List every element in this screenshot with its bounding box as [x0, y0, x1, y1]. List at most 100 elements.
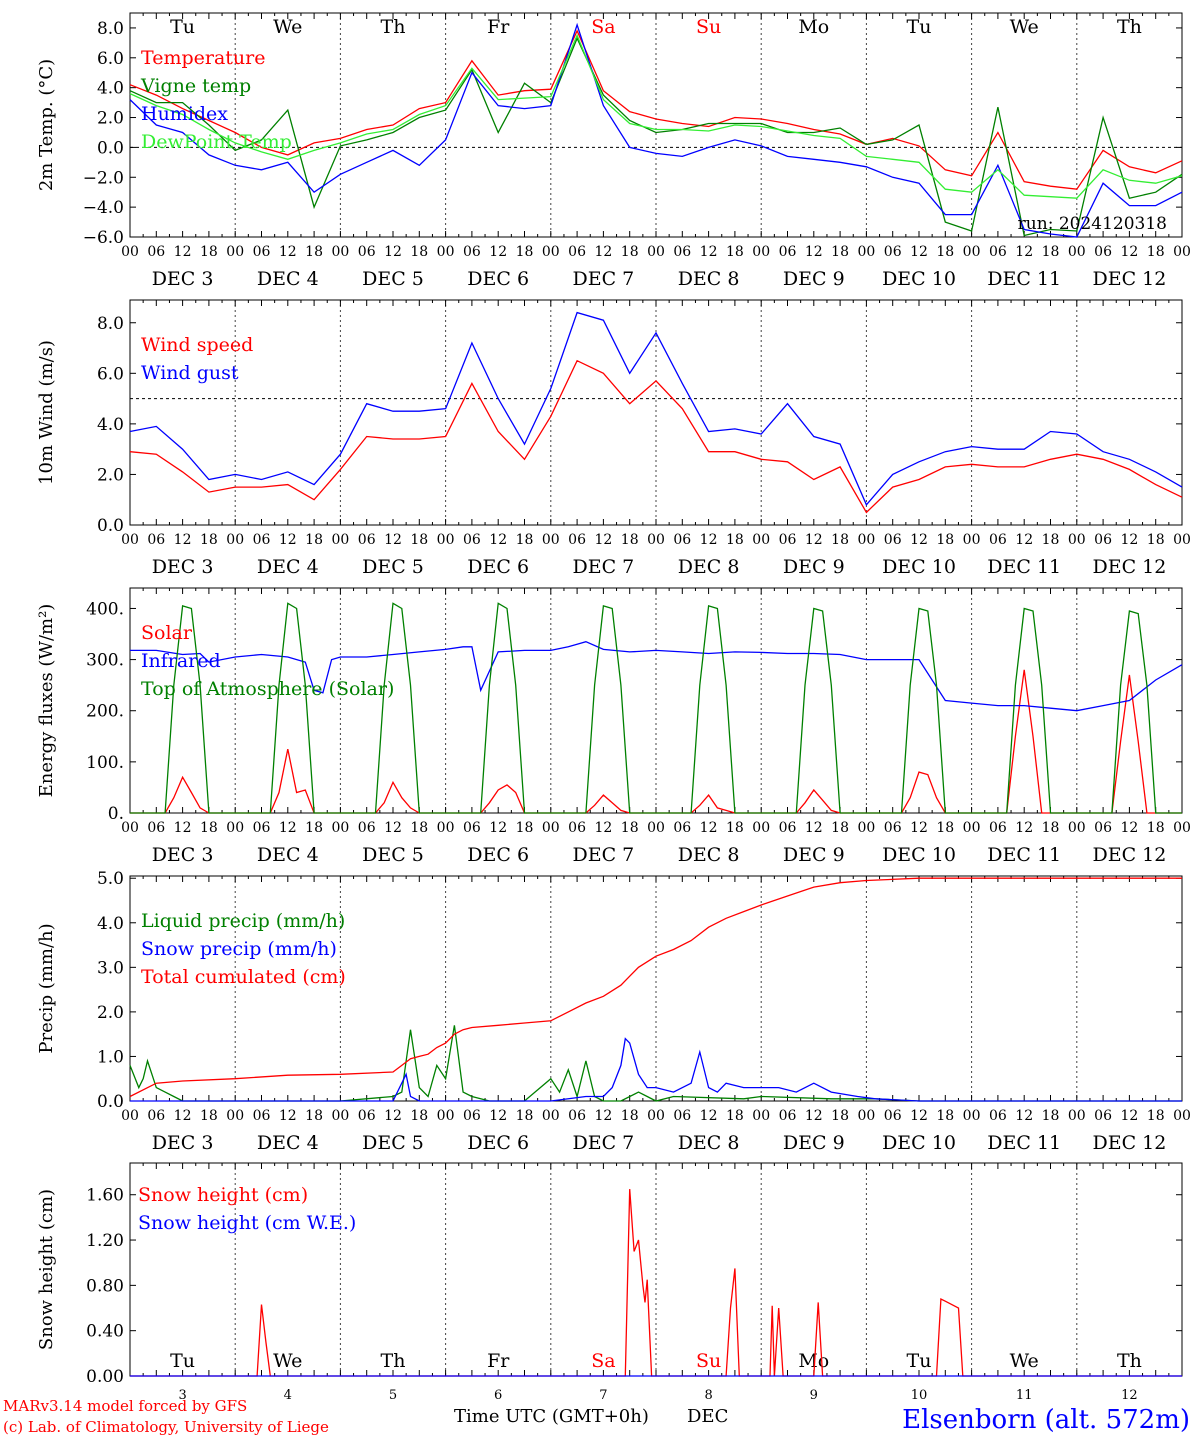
day-label: DEC 5	[362, 844, 424, 866]
hour-tick-label: 00	[1068, 1108, 1086, 1124]
day-label: DEC 5	[362, 1132, 424, 1154]
day-label: DEC 4	[257, 556, 319, 578]
hour-tick-label: 12	[910, 244, 928, 260]
day-label: DEC 12	[1092, 1132, 1166, 1154]
hour-tick-label: 00	[121, 244, 139, 260]
y-axis-title: Precip (mm/h)	[36, 923, 57, 1053]
hour-tick-label: 18	[1147, 244, 1165, 260]
hour-tick-label: 12	[1015, 820, 1033, 836]
hour-tick-label: 00	[226, 820, 244, 836]
hour-tick-label: 06	[779, 1108, 797, 1124]
day-label: DEC 7	[573, 844, 635, 866]
hour-tick-label: 06	[568, 1108, 586, 1124]
hour-tick-label: 06	[253, 532, 271, 548]
hour-tick-label: 00	[857, 820, 875, 836]
day-number: 10	[911, 1388, 928, 1403]
legend-entry: Temperature	[141, 47, 265, 69]
hour-tick-label: 18	[305, 1108, 323, 1124]
day-number: 7	[599, 1388, 607, 1403]
y-tick-label: 0.	[108, 804, 124, 824]
hour-tick-label: 06	[358, 1108, 376, 1124]
y-tick-label: 0.40	[86, 1322, 124, 1342]
hour-tick-label: 06	[989, 820, 1007, 836]
hour-tick-label: 12	[1015, 532, 1033, 548]
hour-tick-label: 00	[542, 244, 560, 260]
legend-entry: Snow height (cm W.E.)	[138, 1212, 356, 1234]
hour-tick-label: 18	[410, 244, 428, 260]
day-number: 4	[284, 1388, 292, 1403]
hour-tick-label: 12	[594, 1108, 612, 1124]
hour-tick-label: 18	[200, 1108, 218, 1124]
hour-tick-label: 00	[542, 1108, 560, 1124]
hour-tick-label: 18	[726, 1108, 744, 1124]
day-label: DEC 8	[678, 1132, 740, 1154]
hour-tick-label: 06	[568, 244, 586, 260]
weekday-name: We	[1010, 1350, 1039, 1372]
hour-tick-label: 06	[147, 532, 165, 548]
hour-tick-label: 18	[305, 532, 323, 548]
hour-tick-label: 00	[647, 244, 665, 260]
day-label: DEC 6	[467, 268, 529, 290]
y-tick-label: 4.0	[97, 79, 124, 99]
hour-tick-label: 06	[989, 532, 1007, 548]
y-tick-label: 0.00	[86, 1367, 124, 1387]
hour-tick-label: 00	[752, 820, 770, 836]
y-tick-label: −2.0	[83, 168, 124, 188]
hour-tick-label: 18	[1042, 532, 1060, 548]
hour-tick-label: 12	[489, 532, 507, 548]
y-tick-label: 100.	[86, 753, 124, 773]
day-number: 9	[810, 1388, 818, 1403]
hour-tick-label: 06	[1094, 820, 1112, 836]
day-label: DEC 12	[1092, 844, 1166, 866]
day-label: DEC 7	[573, 556, 635, 578]
hour-tick-label: 06	[358, 820, 376, 836]
legend-entry: Snow height (cm)	[138, 1184, 308, 1206]
hour-tick-label: 12	[805, 244, 823, 260]
hour-tick-label: 00	[226, 244, 244, 260]
hour-tick-label: 12	[700, 820, 718, 836]
hour-tick-label: 06	[884, 244, 902, 260]
day-number: 12	[1121, 1388, 1138, 1403]
hour-tick-label: 18	[410, 532, 428, 548]
weekday-name: Mo	[798, 16, 829, 38]
day-label: DEC 9	[783, 844, 845, 866]
hour-tick-label: 06	[147, 820, 165, 836]
y-tick-label: 2.0	[97, 109, 124, 129]
legend-entry: DewPoint Temp	[141, 131, 292, 153]
weekday-name: We	[1010, 16, 1039, 38]
y-tick-label: 4.0	[97, 914, 124, 934]
hour-tick-label: 06	[884, 1108, 902, 1124]
hour-tick-label: 12	[279, 532, 297, 548]
hour-tick-label: 12	[700, 244, 718, 260]
y-tick-label: 6.0	[97, 49, 124, 69]
hour-tick-label: 06	[147, 1108, 165, 1124]
day-label: DEC 3	[152, 268, 214, 290]
hour-tick-label: 12	[594, 244, 612, 260]
weekday-name: Tu	[907, 1350, 932, 1372]
day-label: DEC 6	[467, 556, 529, 578]
hour-tick-label: 00	[1068, 532, 1086, 548]
day-label: DEC 10	[882, 268, 956, 290]
legend-entry: Snow precip (mm/h)	[141, 938, 337, 960]
hour-tick-label: 00	[226, 532, 244, 548]
hour-tick-label: 18	[200, 532, 218, 548]
day-number: 11	[1016, 1388, 1033, 1403]
hour-tick-label: 06	[989, 1108, 1007, 1124]
weekday-name: We	[273, 1350, 302, 1372]
hour-tick-label: 00	[963, 532, 981, 548]
panel-4: 5.0 4.0 3.0 2.0 1.0 0.0 Precip (mm/h) 00 06 12 18 0…	[36, 869, 1191, 1154]
panel-1: 8.0 6.0 4.0 2.0 0.0 −2.0 −4.0 −6.0 2m Temp. (°C)…	[36, 12, 1191, 290]
hour-tick-label: 12	[805, 1108, 823, 1124]
legend-entry: Total cumulated (cm)	[141, 966, 346, 988]
hour-tick-label: 00	[963, 820, 981, 836]
hour-tick-label: 00	[1173, 820, 1191, 836]
hour-tick-label: 06	[1094, 244, 1112, 260]
hour-tick-label: 06	[884, 820, 902, 836]
day-number: 5	[389, 1388, 397, 1403]
day-label: DEC 4	[257, 1132, 319, 1154]
day-label: DEC 11	[987, 844, 1061, 866]
y-tick-label: 1.20	[86, 1231, 124, 1251]
hour-tick-label: 12	[805, 820, 823, 836]
hour-tick-label: 18	[305, 244, 323, 260]
